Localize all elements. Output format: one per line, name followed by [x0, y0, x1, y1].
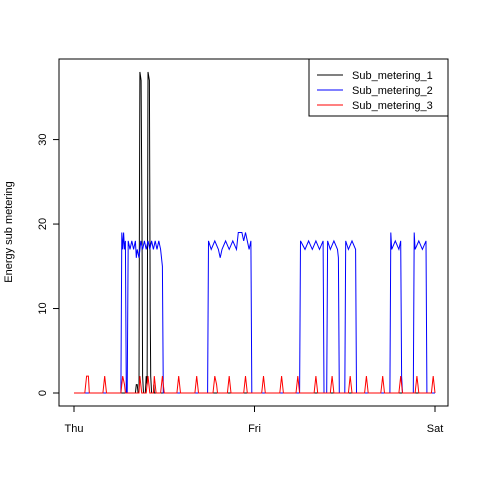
legend-label: Sub_metering_1	[352, 70, 433, 82]
legend: Sub_metering_1 Sub_metering_2 Sub_metering…	[308, 58, 449, 117]
y-axis: 0 10 20 30	[37, 133, 60, 396]
y-tick-label: 20	[37, 218, 49, 230]
series-line-2	[74, 232, 435, 394]
legend-label: Sub_metering_3	[352, 100, 433, 112]
series-line-3	[74, 375, 436, 394]
y-axis-title: Energy sub metering	[3, 181, 15, 283]
legend-label: Sub_metering_2	[352, 85, 433, 97]
y-tick-label: 30	[37, 133, 49, 145]
x-tick-label: Thu	[65, 423, 84, 435]
y-tick-label: 10	[37, 302, 49, 314]
series-layer	[74, 71, 436, 394]
series-line-1	[74, 71, 435, 394]
x-axis: Thu Fri Sat	[65, 405, 444, 435]
x-tick-label: Fri	[248, 423, 261, 435]
legend-box	[308, 58, 449, 117]
x-tick-label: Sat	[427, 423, 444, 435]
y-tick-label: 0	[37, 390, 49, 396]
